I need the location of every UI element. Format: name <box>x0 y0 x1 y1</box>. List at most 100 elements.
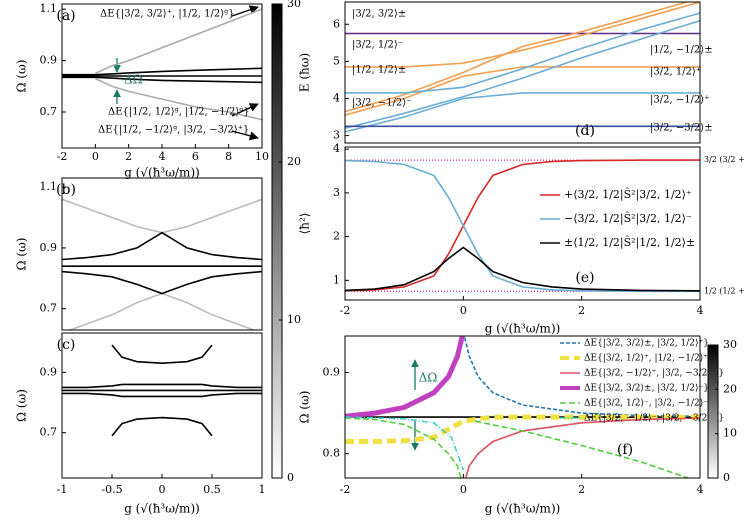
annotation: ΔΩ <box>124 73 143 87</box>
panel-label: (d) <box>575 123 595 139</box>
y-tick-label: 0.9 <box>40 241 58 254</box>
arrow <box>231 130 259 141</box>
x-tick-label: -0.5 <box>101 483 122 496</box>
y-tick-label: 3 <box>333 129 340 142</box>
x-tick-label: 1 <box>259 483 266 496</box>
series-line <box>111 344 213 365</box>
panel-label: (e) <box>575 270 594 286</box>
annotation: ΔΩ <box>419 371 438 385</box>
y-tick-label: 5 <box>333 54 340 67</box>
arrow <box>231 5 259 17</box>
colorbar-tick-label: 0 <box>287 471 294 484</box>
y-tick-label: 0.7 <box>40 302 58 315</box>
plot-frame <box>344 335 701 479</box>
series-line <box>463 336 700 418</box>
series-line <box>345 66 700 116</box>
y-tick-label: 0.9 <box>40 54 58 67</box>
series-line <box>62 231 262 261</box>
series-line <box>345 336 465 419</box>
x-tick-label: 2 <box>578 304 585 317</box>
x-tick-label: -2 <box>57 150 68 163</box>
x-tick-label: 2 <box>125 150 132 163</box>
series-line <box>345 92 700 133</box>
colorbar-tick-label: 10 <box>723 427 737 440</box>
annotation: |1/2, 1/2⟩± <box>352 65 406 76</box>
colorbar <box>707 344 719 479</box>
y-axis-label: Ω (ω) <box>15 60 29 93</box>
series-line <box>62 392 262 398</box>
plot-frame <box>344 146 701 301</box>
x-tick-label: 4 <box>159 150 166 163</box>
y-tick-label: 0.8 <box>323 447 341 460</box>
annotation: ΔE{|1/2, −1/2⟩ᵍ, |3/2, −3/2⟩⁺} <box>98 125 249 136</box>
series-line <box>111 416 213 437</box>
series-line <box>345 159 700 292</box>
plot-frame <box>61 177 263 331</box>
plot-area <box>62 198 262 330</box>
panel-label: (f) <box>617 442 633 458</box>
series-line <box>345 159 700 293</box>
x-tick-label: 0 <box>460 483 467 496</box>
colorbar-tick-label: 30 <box>287 0 301 10</box>
x-axis-label: g (√(ħ³ω/m)) <box>124 502 200 516</box>
colorbar-tick-label: 20 <box>287 155 301 168</box>
panel-label: (c) <box>57 337 76 353</box>
annotation: |3/2, 1/2⟩⁻ <box>352 40 403 51</box>
legend-label: ΔE{|3/2, 1/2⟩⁺, |1/2, −1/2⟩⁺} <box>584 354 714 364</box>
annotation: ΔE{|3/2, 3/2⟩⁺, |1/2, 1/2⟩ᵍ} <box>100 9 235 20</box>
y-tick-label: 1.1 <box>40 2 58 15</box>
x-tick-label: -2 <box>340 304 351 317</box>
series-line <box>62 383 262 389</box>
y-tick-label: 4 <box>333 91 340 104</box>
x-axis-label: g (√(ħ³ω/m)) <box>124 166 200 180</box>
panel-label: (a) <box>56 8 75 24</box>
x-tick-label: -2 <box>340 483 351 496</box>
plot-frame <box>61 332 263 479</box>
x-tick-label: 4 <box>697 304 704 317</box>
series-line <box>464 417 700 478</box>
colorbar-tick-label: 20 <box>723 382 737 395</box>
plot-area <box>345 159 700 293</box>
colorbar-tick-label: 10 <box>287 313 301 326</box>
series-line <box>345 414 700 444</box>
x-axis-label: g (√(ħ³ω/m)) <box>485 322 561 336</box>
y-tick-label: 2 <box>333 230 340 243</box>
x-tick-label: 0 <box>159 483 166 496</box>
x-axis-label: g (√(ħ³ω/m)) <box>485 502 561 516</box>
y-axis-label: ⟨ħ²⟩ <box>298 213 312 235</box>
x-tick-label: 10 <box>255 150 269 163</box>
series-line <box>345 416 465 471</box>
x-tick-label: 4 <box>697 483 704 496</box>
y-tick-label: 1 <box>333 273 340 286</box>
series-line <box>62 76 262 84</box>
reference-label: 3/2 (3/2 + 1) <box>704 155 748 164</box>
y-tick-label: 1.1 <box>40 180 58 193</box>
legend-label: ΔE{|3/2, 3/2⟩±, |3/2, 1/2⟩⁻} <box>584 384 709 394</box>
annotation: ΔE{|1/2, 1/2⟩ᵍ, |1/2, −1/2⟩ᵍ} <box>108 107 250 118</box>
series-line <box>62 67 262 76</box>
plot-area <box>62 8 262 121</box>
series-line <box>345 2 690 113</box>
annotation: |1/2, −1/2⟩± <box>650 45 713 56</box>
legend-label: ΔE{|3/2, −1/2⟩⁺, |3/2, −3/2⟩±} <box>584 369 724 379</box>
legend-label: ΔE{|3/2, 3/2⟩±, |3/2, 1/2⟩⁺} <box>584 339 709 349</box>
series-line <box>94 8 262 75</box>
annotation: |3/2, 1/2⟩⁺ <box>650 67 701 78</box>
plot-area <box>345 2 700 133</box>
plot-area <box>62 344 262 437</box>
y-tick-label: 0.9 <box>323 366 341 379</box>
plot-frame <box>344 1 701 144</box>
colorbar-tick-label: 30 <box>723 338 737 351</box>
legend-label: ΔE{|3/2, 1/2⟩⁻, |3/2, −1/2⟩⁻} <box>584 399 714 409</box>
y-tick-label: 0.7 <box>40 105 58 118</box>
series-line <box>345 19 700 129</box>
y-tick-label: 4 <box>333 142 340 155</box>
legend-label: ±⟨1/2, 1/2|Ŝ²|1/2, 1/2⟩± <box>564 235 695 250</box>
y-axis-label: E (ħω) <box>298 53 312 92</box>
annotation: |3/2, −1/2⟩⁺ <box>650 95 709 106</box>
reference-label: 1/2 (1/2 + 1) <box>704 286 748 295</box>
annotation: |3/2, −3/2⟩± <box>650 123 713 134</box>
panel-label: (b) <box>56 182 76 198</box>
y-axis-label: Ω (ω) <box>15 238 29 271</box>
